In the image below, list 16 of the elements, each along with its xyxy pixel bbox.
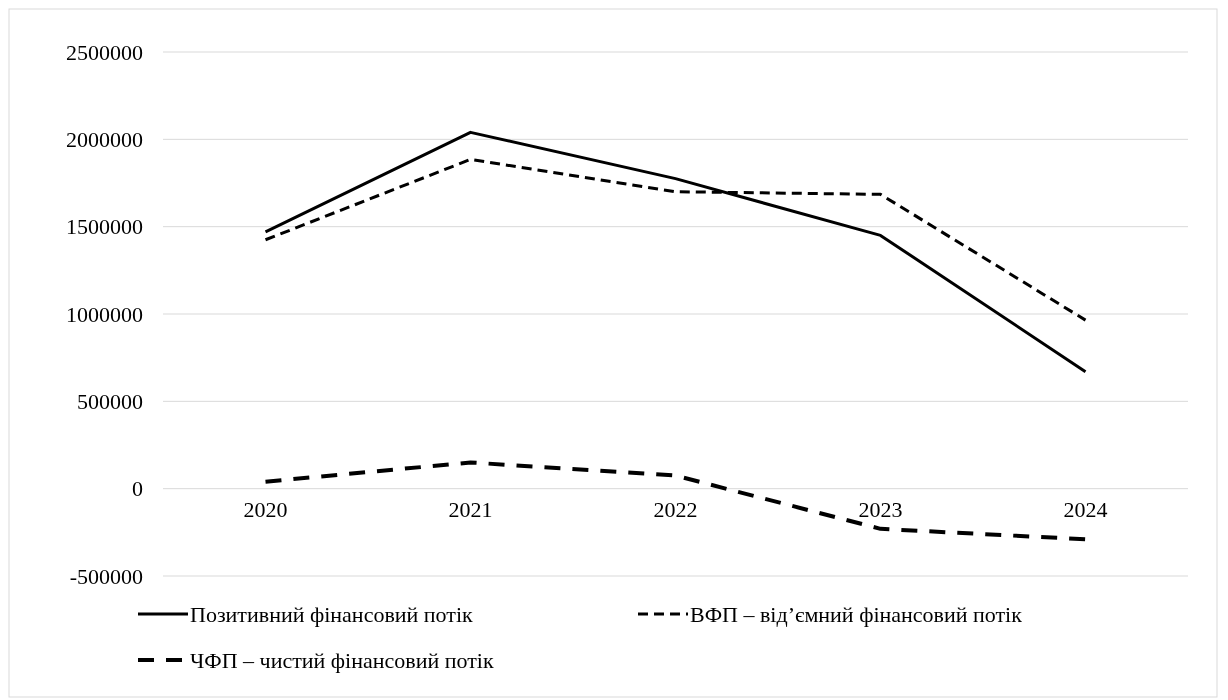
y-tick-label: 2000000 bbox=[66, 127, 143, 153]
legend-label: ЧФП – чистий фінансовий потік bbox=[190, 647, 494, 673]
x-tick-label: 2023 bbox=[858, 496, 903, 522]
y-tick-label: 1500000 bbox=[66, 214, 143, 240]
x-tick-label: 2021 bbox=[448, 496, 493, 522]
x-tick-label: 2022 bbox=[653, 496, 698, 522]
x-tick-label: 2020 bbox=[243, 496, 288, 522]
y-tick-label: 1000000 bbox=[66, 301, 143, 327]
y-tick-label: 500000 bbox=[77, 389, 143, 415]
y-tick-label: 2500000 bbox=[66, 39, 143, 65]
line-series bbox=[264, 130, 1087, 374]
y-tick-label: 0 bbox=[132, 476, 143, 502]
x-tick-label: 2024 bbox=[1063, 496, 1108, 522]
legend-label: Позитивний фінансовий потік bbox=[190, 601, 474, 627]
legend-label: ВФП – від’ємний фінансовий потік bbox=[690, 601, 1023, 627]
y-tick-label: -500000 bbox=[69, 563, 143, 589]
